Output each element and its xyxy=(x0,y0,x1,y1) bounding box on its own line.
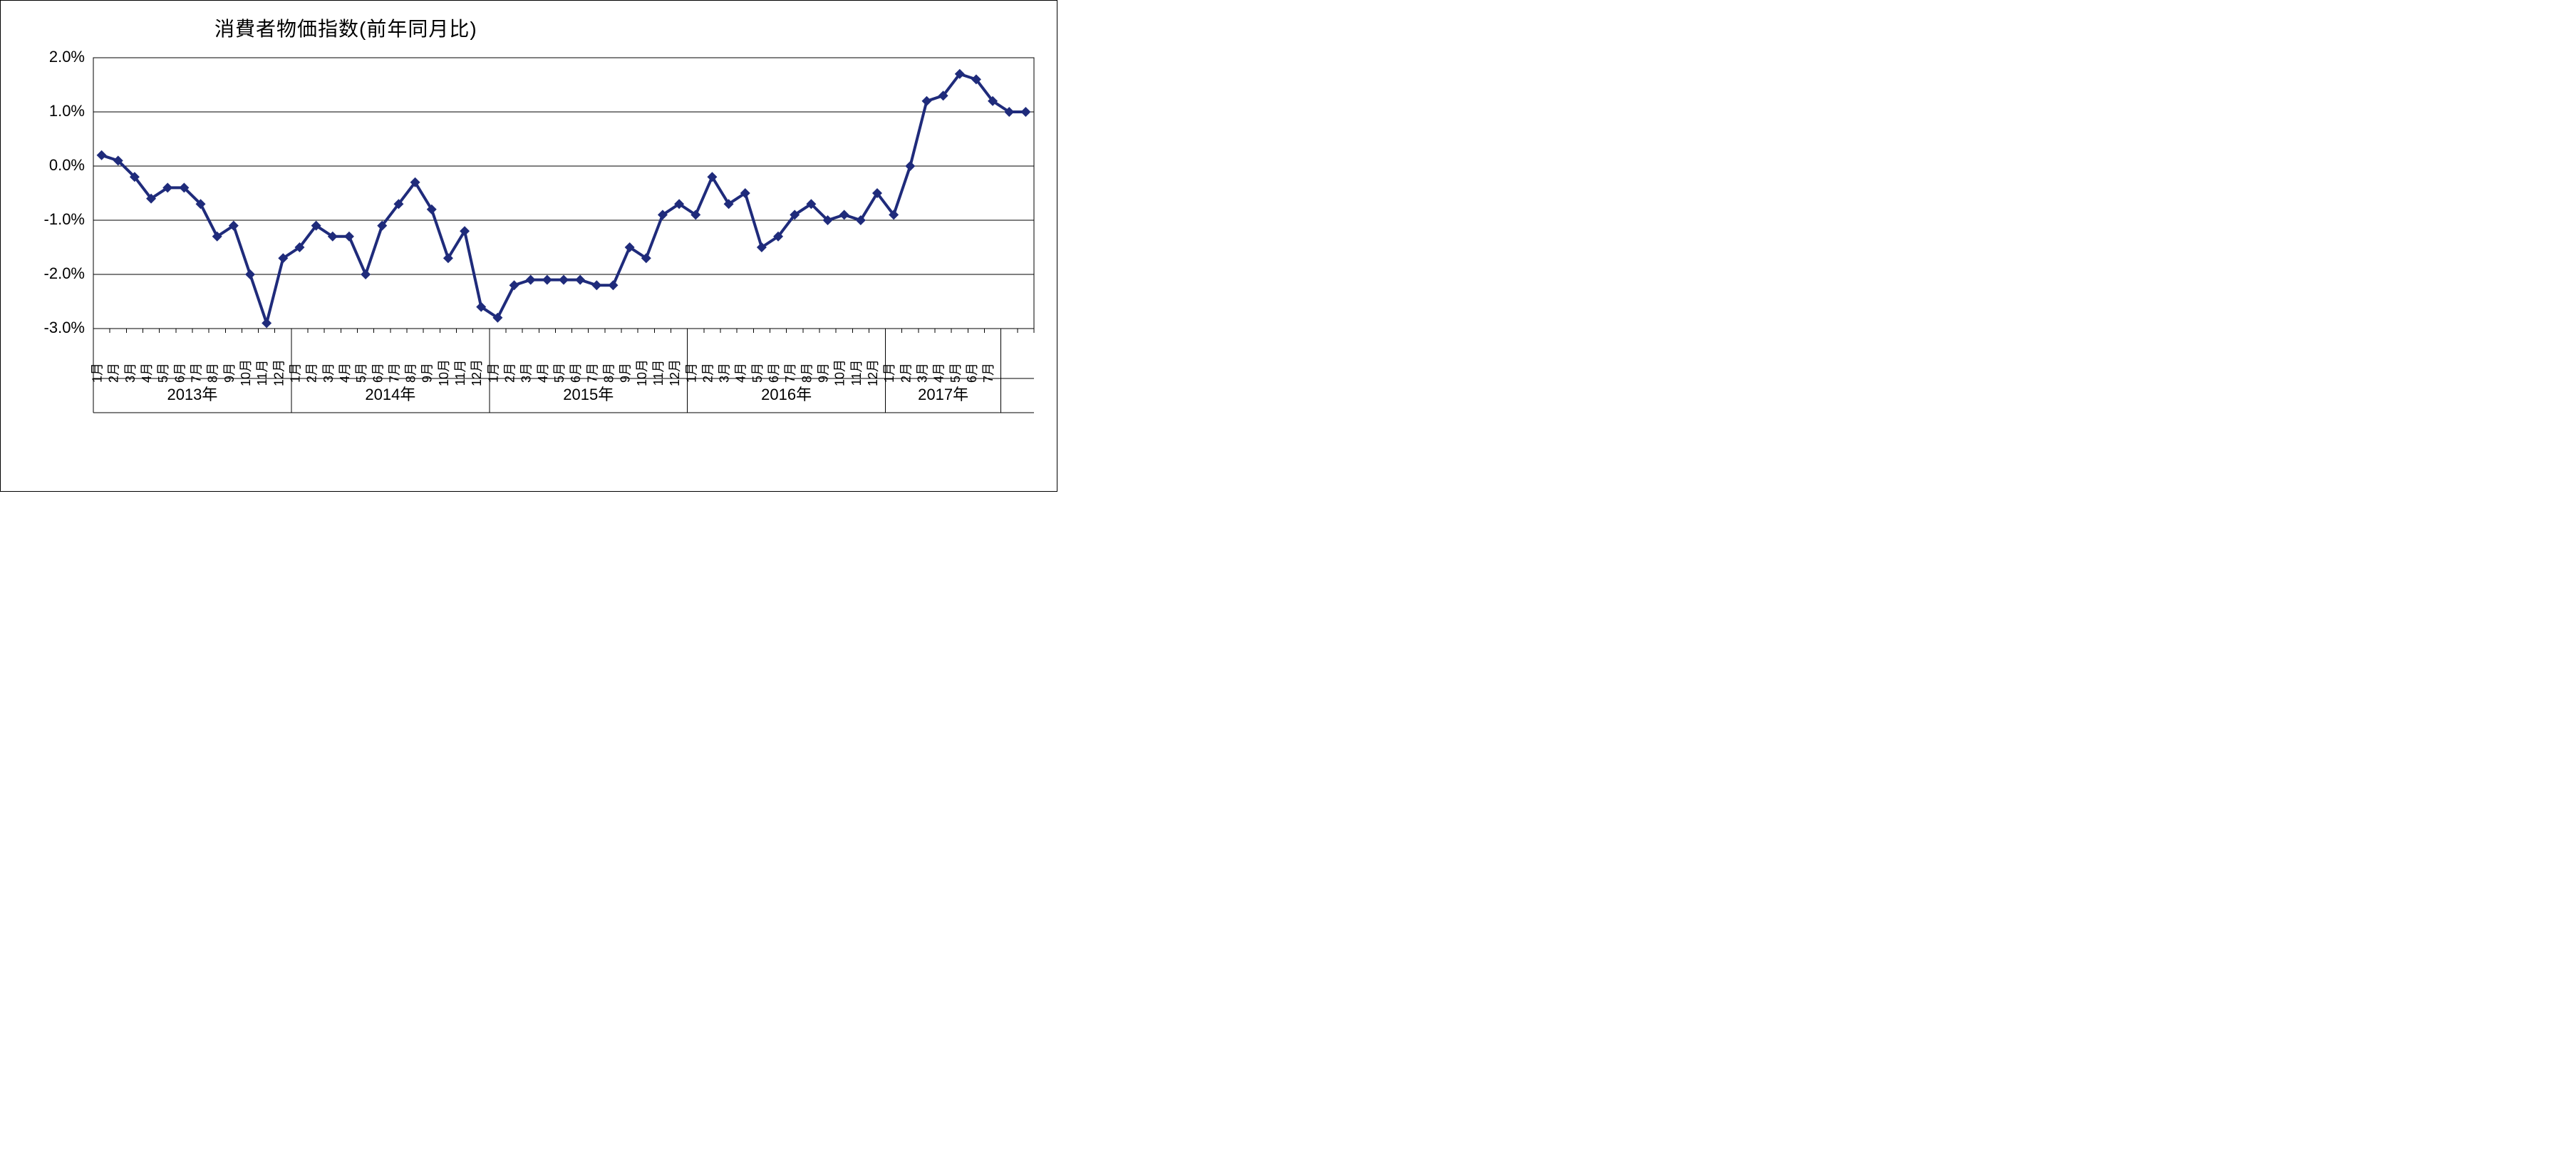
data-marker xyxy=(905,161,915,171)
x-month-label: 6月 xyxy=(965,363,979,383)
data-marker xyxy=(97,150,107,160)
chart-title: 消費者物価指数(前年同月比) xyxy=(214,14,477,42)
x-month-label: 1月 xyxy=(486,363,500,383)
x-month-label: 2月 xyxy=(899,363,913,383)
cpi-line-chart: -3.0%-2.0%-1.0%0.0%1.0%2.0%1月2月3月4月5月6月7… xyxy=(29,43,1041,471)
x-month-label: 11月 xyxy=(255,360,269,386)
series-line xyxy=(102,74,1026,324)
y-tick-label: 2.0% xyxy=(49,48,85,66)
x-month-label: 12月 xyxy=(470,359,484,386)
x-month-label: 12月 xyxy=(668,359,682,386)
x-month-label: 12月 xyxy=(866,359,880,386)
data-marker xyxy=(361,269,371,279)
y-tick-label: -1.0% xyxy=(44,210,85,228)
x-month-label: 12月 xyxy=(271,359,286,386)
x-month-label: 5月 xyxy=(354,363,368,383)
x-month-label: 7月 xyxy=(981,363,995,383)
data-marker xyxy=(245,269,255,279)
data-marker xyxy=(921,96,931,106)
x-month-label: 1月 xyxy=(684,363,698,383)
data-marker xyxy=(575,275,585,285)
x-year-label: 2013年 xyxy=(167,386,217,403)
x-month-label: 7月 xyxy=(190,363,204,383)
x-month-label: 6月 xyxy=(172,363,187,383)
x-month-label: 3月 xyxy=(915,363,929,383)
y-tick-label: 1.0% xyxy=(49,102,85,120)
x-month-label: 8月 xyxy=(601,363,616,383)
x-month-label: 4月 xyxy=(734,363,748,383)
x-month-label: 1月 xyxy=(288,363,302,383)
y-tick-label: -2.0% xyxy=(44,264,85,282)
x-month-label: 10月 xyxy=(437,359,451,386)
data-marker xyxy=(509,280,519,290)
x-month-label: 7月 xyxy=(783,363,797,383)
x-month-label: 3月 xyxy=(519,363,534,383)
x-month-label: 4月 xyxy=(536,363,550,383)
x-year-label: 2014年 xyxy=(365,386,415,403)
x-month-label: 2月 xyxy=(107,363,121,383)
x-month-label: 5月 xyxy=(750,363,765,383)
x-month-label: 9月 xyxy=(817,363,831,383)
x-month-label: 8月 xyxy=(206,363,220,383)
x-month-label: 9月 xyxy=(222,363,237,383)
x-month-label: 7月 xyxy=(585,363,599,383)
x-month-label: 8月 xyxy=(800,363,814,383)
x-month-label: 2月 xyxy=(305,363,319,383)
chart-frame: 消費者物価指数(前年同月比) -3.0% -2.0% -1.0% 0.0% 1.0% 2.… xyxy=(0,0,1057,492)
data-marker xyxy=(344,232,354,242)
x-month-label: 1月 xyxy=(90,363,105,383)
y-tick-label: -3.0% xyxy=(44,319,85,336)
x-month-label: 4月 xyxy=(140,363,154,383)
y-tick-label: 0.0% xyxy=(49,156,85,174)
x-month-label: 2月 xyxy=(503,363,517,383)
data-marker xyxy=(542,275,552,285)
x-month-label: 9月 xyxy=(619,363,633,383)
x-month-label: 2月 xyxy=(700,363,715,383)
x-month-label: 9月 xyxy=(420,363,435,383)
x-month-label: 5月 xyxy=(156,363,170,383)
x-month-label: 8月 xyxy=(404,363,418,383)
x-month-label: 3月 xyxy=(321,363,336,383)
data-marker xyxy=(559,275,569,285)
x-month-label: 1月 xyxy=(882,363,896,383)
x-year-label: 2017年 xyxy=(918,386,968,403)
x-month-label: 6月 xyxy=(767,363,781,383)
x-year-label: 2015年 xyxy=(563,386,614,403)
x-month-label: 5月 xyxy=(948,363,963,383)
x-month-label: 6月 xyxy=(569,363,583,383)
x-year-label: 2016年 xyxy=(761,386,812,403)
x-month-label: 6月 xyxy=(371,363,385,383)
data-marker xyxy=(608,280,618,290)
x-month-label: 4月 xyxy=(932,363,946,383)
x-month-label: 7月 xyxy=(387,363,401,383)
x-month-label: 3月 xyxy=(718,363,732,383)
x-month-label: 10月 xyxy=(635,359,649,386)
x-month-label: 11月 xyxy=(651,360,666,386)
x-month-label: 10月 xyxy=(833,359,847,386)
data-marker xyxy=(1020,107,1030,117)
x-month-label: 4月 xyxy=(338,363,352,383)
data-marker xyxy=(839,210,849,220)
x-month-label: 3月 xyxy=(123,363,138,383)
data-marker xyxy=(591,280,601,290)
x-month-label: 5月 xyxy=(552,363,567,383)
x-month-label: 10月 xyxy=(239,359,253,386)
data-marker xyxy=(262,318,271,328)
x-month-label: 11月 xyxy=(849,360,864,386)
data-marker xyxy=(526,275,536,285)
x-month-label: 11月 xyxy=(453,360,467,386)
